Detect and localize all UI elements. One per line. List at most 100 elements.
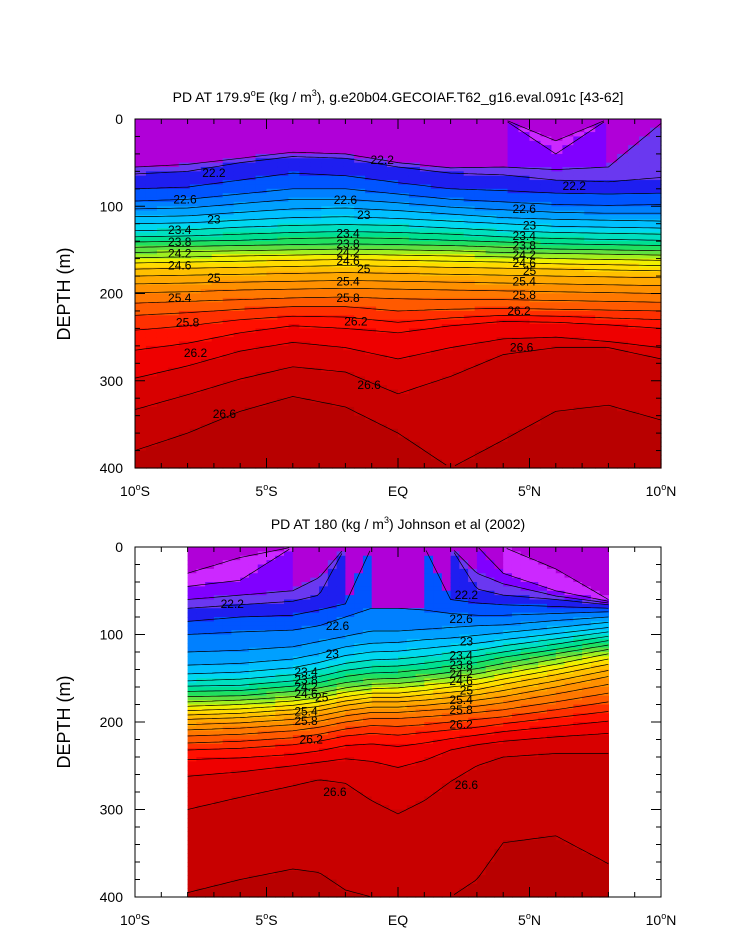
contour-cell: [275, 625, 285, 631]
contour-cell: [178, 258, 191, 264]
contour-cell: [310, 437, 322, 443]
contour-cell: [135, 319, 147, 325]
contour-cell: [145, 306, 158, 312]
contour-cell: [551, 389, 563, 395]
contour-cell: [650, 328, 662, 334]
contour-cell: [419, 201, 432, 207]
contour-cell: [365, 132, 377, 138]
contour-cell: [650, 219, 662, 225]
contour-cell: [284, 608, 294, 614]
contour-cell: [248, 617, 259, 622]
contour-cell: [288, 350, 300, 356]
contour-cell: [639, 380, 651, 386]
contour-cell: [419, 249, 432, 255]
contour-cell: [167, 328, 180, 334]
contour-cell: [606, 184, 618, 190]
contour-cell: [332, 140, 344, 146]
contour-cell: [496, 345, 509, 351]
contour-cell: [321, 188, 333, 194]
contour-cell: [540, 389, 553, 395]
contour-cell: [200, 328, 213, 334]
contour-cell: [332, 367, 344, 373]
contour-cell: [135, 140, 147, 146]
contour-cell: [244, 145, 257, 151]
contour-cell: [211, 420, 224, 425]
contour-cell: [365, 293, 377, 299]
contour-cell: [408, 166, 421, 172]
contour-cell: [284, 778, 294, 784]
contour-cell: [540, 197, 553, 203]
contour-cell: [485, 350, 498, 356]
contour-cell: [430, 262, 443, 268]
contour-cell: [496, 193, 509, 199]
contour-cell: [255, 136, 268, 142]
contour-cell: [255, 337, 268, 343]
contour-cell: [178, 214, 191, 220]
contour-cell: [408, 123, 421, 129]
contour-cell: [284, 555, 294, 561]
contour-cell: [255, 232, 268, 238]
contour-cell: [244, 162, 257, 168]
contour-cell: [474, 376, 487, 382]
contour-cell: [240, 761, 250, 767]
contour-cell: [222, 341, 235, 347]
contour-cell: [573, 258, 585, 264]
contour-cell: [266, 792, 276, 797]
contour-cell: [441, 228, 454, 234]
contour-cell: [211, 428, 224, 434]
contour-cell: [292, 625, 303, 631]
contour-cell: [266, 678, 276, 684]
contour-cell: [248, 551, 259, 557]
contour-cell: [419, 345, 432, 351]
contour-cell: [376, 166, 388, 172]
contour-cell: [213, 840, 224, 846]
contour-cell: [266, 402, 279, 408]
contour-label: 23.8: [168, 235, 192, 249]
contour-cell: [650, 140, 662, 146]
contour-cell: [485, 162, 498, 168]
contour-cell: [584, 463, 596, 469]
contour-cell: [387, 289, 399, 295]
contour-cell: [398, 210, 410, 216]
x-tick-label: 5oN: [518, 482, 541, 499]
contour-cell: [650, 306, 662, 312]
contour-cell: [248, 761, 259, 767]
contour-cell: [200, 345, 213, 351]
contour-cell: [213, 752, 224, 758]
contour-cell: [507, 385, 520, 391]
contour-cell: [167, 149, 180, 155]
contour-cell: [408, 315, 421, 321]
contour-cell: [135, 328, 147, 334]
contour-cell: [222, 634, 233, 640]
contour-cell: [354, 428, 366, 434]
contour-cell: [284, 704, 294, 710]
contour-cell: [463, 358, 476, 364]
contour-cell: [551, 175, 563, 181]
contour-cell: [573, 393, 585, 399]
contour-cell: [231, 818, 241, 824]
contour-cell: [365, 354, 377, 360]
contour-cell: [222, 228, 235, 234]
contour-cell: [441, 136, 454, 142]
contour-cell: [321, 411, 333, 417]
contour-cell: [284, 656, 294, 662]
contour-cell: [518, 153, 531, 159]
contour-cell: [167, 262, 180, 268]
contour-cell: [606, 441, 618, 447]
contour-cell: [343, 162, 355, 168]
contour-cell: [135, 184, 147, 190]
contour-line: [134, 188, 662, 206]
contour-cell: [419, 297, 432, 303]
contour-cell: [518, 459, 531, 465]
contour-cell: [240, 722, 250, 727]
contour-cell: [275, 827, 285, 832]
contour-cell: [277, 389, 290, 395]
contour-cell: [430, 241, 443, 247]
contour-cell: [240, 568, 250, 574]
contour-cell: [430, 441, 443, 447]
contour-cell: [398, 306, 410, 312]
contour-cell: [573, 324, 585, 329]
contour-cell: [321, 393, 333, 399]
contour-cell: [485, 328, 498, 334]
contour-cell: [606, 166, 618, 172]
